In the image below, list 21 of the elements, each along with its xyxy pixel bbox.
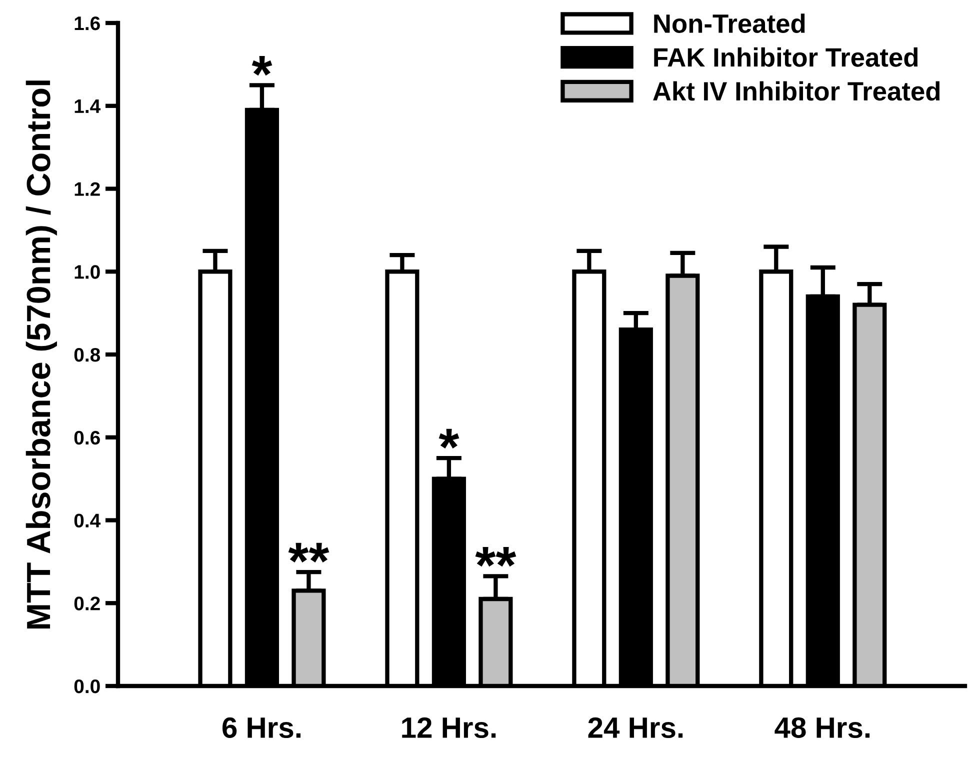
data-label: ** [288,542,330,562]
data-label: * [252,56,272,76]
y-tick-label: 1.2 [74,182,100,196]
x-tick-label: 48 Hrs. [774,717,870,738]
y-tick-label: 0.6 [74,430,100,445]
y-axis-title: MTT Absorbance (570nm) / Control [26,80,57,628]
legend-label: Akt IV Inhibitor Treated [653,81,940,101]
y-tick-label: 0.0 [74,679,100,694]
legend-label: Non-Treated [654,14,805,33]
y-tick-label: 0.2 [74,596,100,610]
y-tick-label: 1.6 [74,16,100,30]
legend-label: FAK Inhibitor Treated [654,47,918,67]
y-tick-label: 0.8 [74,348,100,362]
y-tick-label: 1.0 [74,265,100,279]
y-tick-label: 1.4 [74,100,101,113]
x-tick-label: 24 Hrs. [588,717,683,738]
data-label: ** [475,546,516,567]
x-tick-label: 6 Hrs. [222,717,300,738]
y-tick-label: 0.4 [74,514,101,528]
data-label: * [438,428,460,449]
x-tick-label: 12 Hrs. [402,717,496,738]
